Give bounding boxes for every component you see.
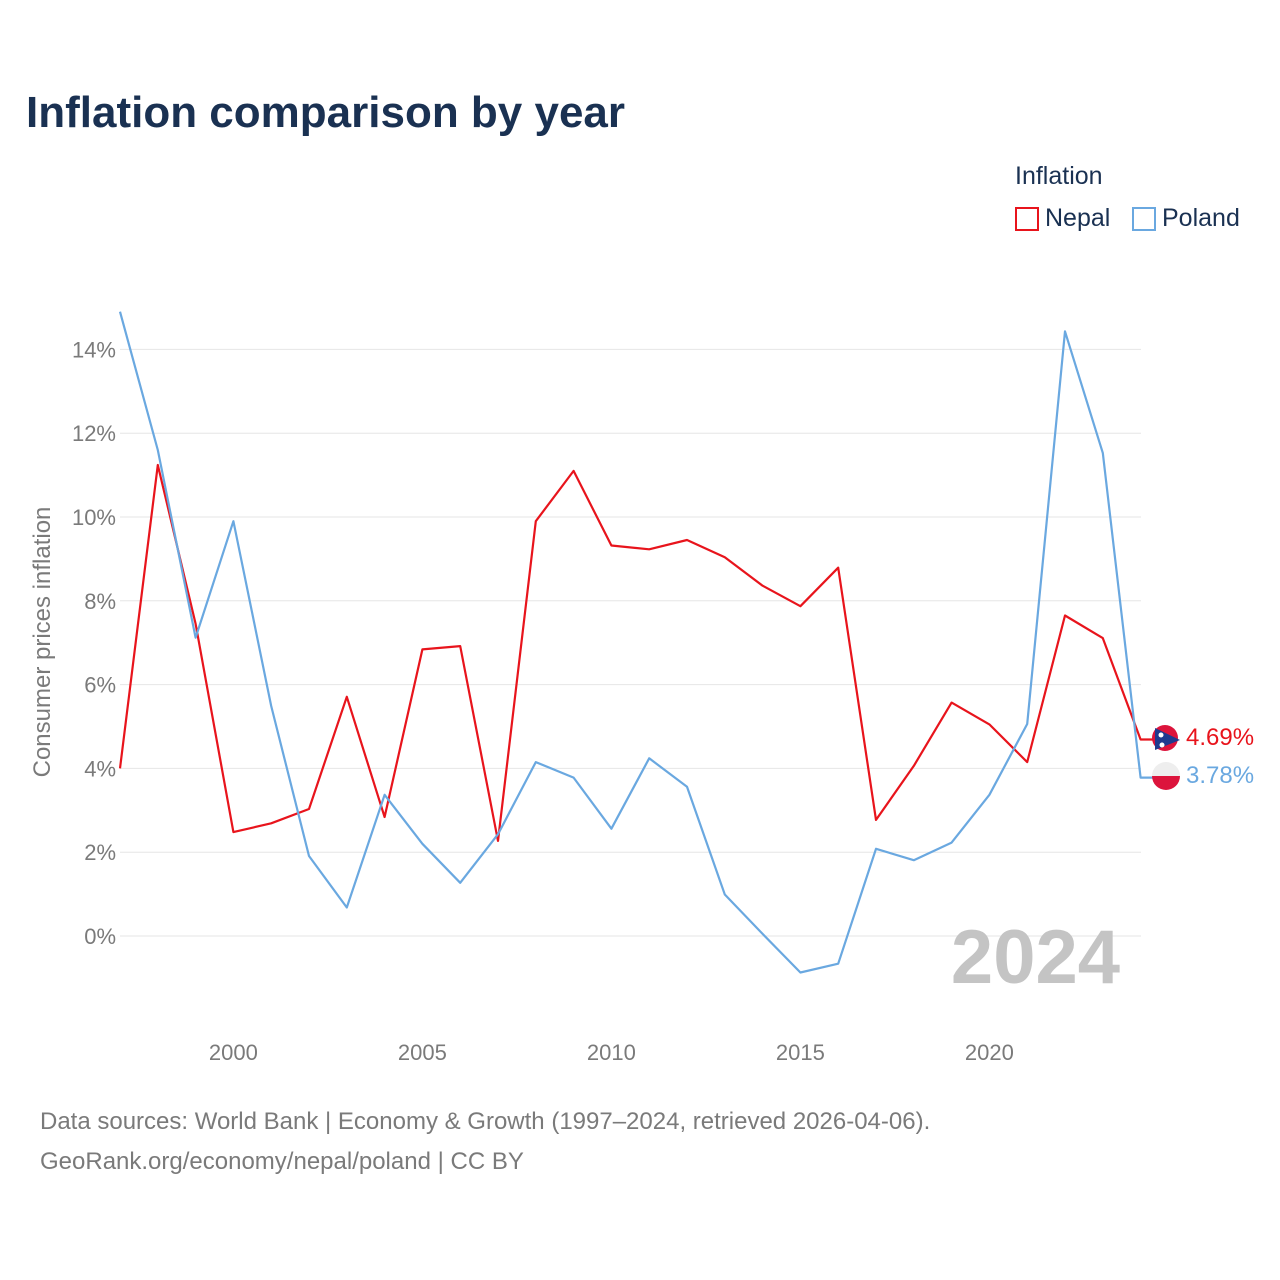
gridlines [120, 348, 1141, 937]
legend-swatch-nepal [1015, 206, 1039, 231]
data-source-text: Data sources: World Bank | Economy & Gro… [40, 1108, 931, 1135]
y-tick-label: 4% [84, 756, 116, 781]
x-tick-label: 2005 [398, 1040, 447, 1065]
nepal-flag-icon [1152, 725, 1180, 751]
y-tick-label: 10% [72, 505, 116, 530]
y-tick-label: 0% [84, 924, 116, 949]
nepal-end-value: 4.69% [1186, 724, 1254, 751]
poland-flag-icon [1152, 762, 1180, 790]
y-tick-label: 8% [84, 589, 116, 614]
y-tick-label: 6% [84, 673, 116, 698]
chart-title: Inflation comparison by year [26, 88, 626, 137]
end-labels: 4.69% 3.78% [1152, 724, 1254, 790]
series-lines [118, 311, 1161, 974]
series-line-nepal[interactable] [118, 463, 1161, 843]
x-axis-ticks: 2000 2005 2010 2015 2020 [209, 1040, 1014, 1065]
y-tick-label: 2% [84, 840, 116, 865]
y-axis-ticks: 0% 2% 4% 6% 8% 10% 12% 14% [72, 337, 116, 949]
legend-title: Inflation [1015, 162, 1103, 190]
x-tick-label: 2010 [587, 1040, 636, 1065]
year-watermark: 2024 [951, 915, 1120, 1000]
source-link[interactable]: GeoRank.org/economy/nepal/poland | CC BY [40, 1148, 524, 1175]
legend-label-poland: Poland [1162, 204, 1240, 232]
y-tick-label: 14% [72, 337, 116, 362]
legend-item-nepal[interactable]: Nepal [1015, 204, 1110, 233]
y-axis-label: Consumer prices inflation [29, 507, 56, 778]
y-tick-label: 12% [72, 421, 116, 446]
x-tick-label: 2020 [965, 1040, 1014, 1065]
legend-item-poland[interactable]: Poland [1132, 204, 1240, 233]
x-tick-label: 2000 [209, 1040, 258, 1065]
legend-swatch-poland [1132, 206, 1156, 231]
poland-end-value: 3.78% [1186, 762, 1254, 789]
x-tick-label: 2015 [776, 1040, 825, 1065]
series-line-poland[interactable] [118, 311, 1161, 974]
legend-label-nepal: Nepal [1045, 204, 1111, 232]
